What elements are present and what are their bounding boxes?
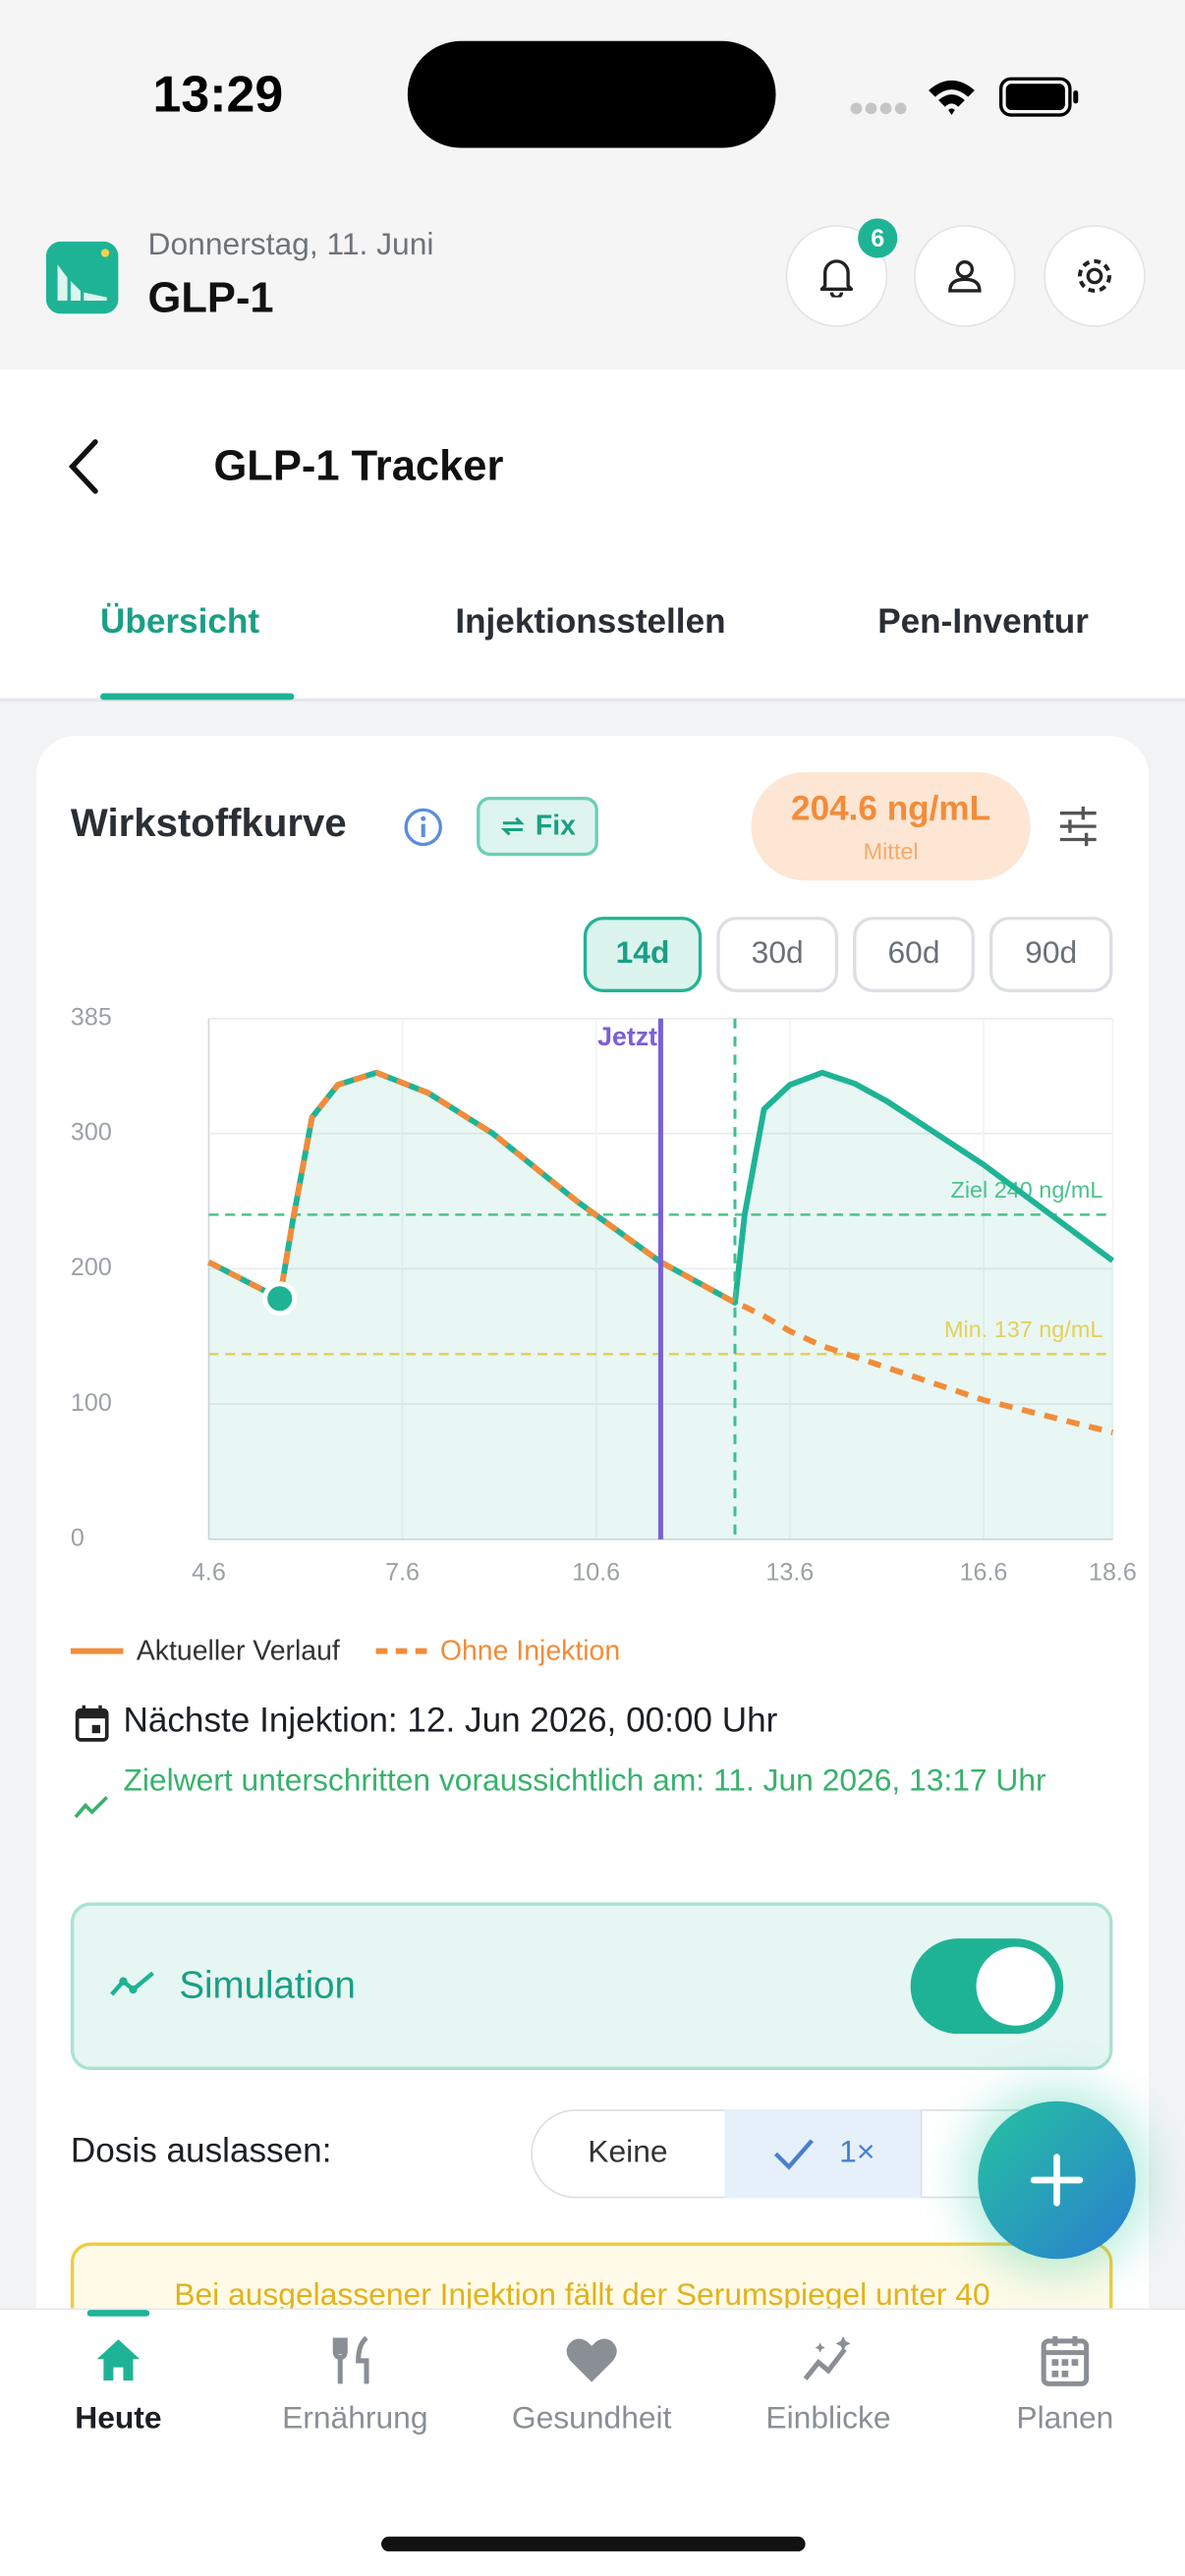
person-icon [948,260,982,293]
nav-icon [566,2338,617,2382]
nav-label: Planen [1016,2401,1114,2436]
notifications-button[interactable] [785,225,888,327]
header-title: GLP-1 [147,272,274,322]
simulation-icon [110,1971,154,1996]
repeat-icon [500,816,525,836]
line-series [207,1069,1114,1435]
range-button[interactable]: 14d [583,917,703,993]
fix-label: Fix [535,810,576,842]
status-time: 13:29 [152,65,284,124]
dose-point [262,1281,298,1316]
bell-icon [819,259,854,298]
toggle-knob [976,1946,1055,2026]
marker-label: Jetzt [597,1022,657,1051]
nav-item[interactable]: Heute [0,2333,237,2438]
card-title: Wirkstoffkurve [70,802,347,847]
nav-label: Heute [75,2401,162,2436]
nav-icon [332,2335,369,2384]
back-button[interactable] [59,437,105,496]
plus-icon [1030,2154,1084,2207]
home-indicator [381,2536,806,2551]
add-button[interactable] [978,2100,1136,2260]
nav-label: Ernährung [282,2401,428,2436]
y-tick-label: 200 [71,1254,112,1281]
x-tick-label: 13.6 [765,1559,814,1587]
info-icon[interactable] [403,807,444,848]
alert-text: Bei ausgelassener Injektion fällt der Se… [174,2278,990,2314]
nav-icon [96,2339,141,2381]
target-warning: Zielwert unterschritten voraussichtlich … [123,1764,1046,1800]
dose-skip-label: Dosis auslassen: [70,2132,332,2170]
nav-active-indicator [86,2310,150,2317]
x-tick-label: 18.6 [1089,1559,1137,1587]
nav-label: Gesundheit [511,2401,672,2436]
simulation-label: Simulation [179,1963,356,2006]
dose-option-label: Keine [588,2135,668,2170]
range-button[interactable]: 90d [988,917,1113,993]
nav-item[interactable]: Ernährung [237,2333,474,2438]
stat-label: Mittel [863,837,919,865]
tabs-divider [0,698,1185,702]
status-icons [850,77,1079,117]
dose-option[interactable]: Keine [531,2109,724,2198]
tab-indicator [100,693,295,700]
notification-badge: 6 [858,218,898,258]
nav-item[interactable]: Planen [946,2333,1183,2438]
y-tick-label: 100 [71,1389,112,1417]
y-tick-label: 0 [71,1524,85,1551]
range-button[interactable]: 30d [716,917,839,993]
trend-icon [74,1796,109,1819]
y-tick-label: 385 [71,1003,112,1031]
calendar-icon [75,1705,109,1742]
legend-label: Ohne Injektion [440,1636,620,1667]
gear-icon [1077,258,1112,293]
profile-button[interactable] [914,225,1016,327]
nav-item[interactable]: Einblicke [710,2333,947,2438]
nav-icon [803,2335,851,2380]
nav-label: Einblicke [765,2401,891,2436]
dynamic-island [407,40,776,148]
header-date: Donnerstag, 11. Juni [147,228,434,263]
legend-label: Aktueller Verlauf [137,1636,340,1667]
stat-value: 204.6 ng/mL [791,790,991,828]
segment-divider [920,2110,923,2197]
nav-bg [0,369,1185,700]
settings-button[interactable] [1044,225,1146,327]
x-tick-label: 7.6 [385,1559,420,1587]
card [35,736,1150,2544]
next-injection: Nächste Injektion: 12. Jun 2026, 00:00 U… [123,1702,778,1740]
nav-title: GLP-1 Tracker [213,440,504,490]
y-tick-label: 300 [71,1118,112,1146]
nav-item[interactable]: Gesundheit [474,2333,710,2438]
nav-icon [1041,2335,1090,2386]
check-icon [773,2139,814,2170]
x-tick-label: 16.6 [960,1559,1008,1587]
app-icon [45,241,119,314]
fix-badge[interactable]: Fix [477,797,598,857]
tab[interactable]: Pen-Inventur [877,602,1089,642]
dose-option-label: 1× [839,2135,875,2170]
reference-label: Min. 137 ng/mL [944,1316,1102,1342]
stat-pill [751,771,1031,881]
range-button[interactable]: 60d [853,917,975,993]
x-tick-label: 4.6 [192,1559,226,1587]
x-tick-label: 10.6 [572,1559,620,1587]
tab[interactable]: Injektionsstellen [455,602,726,642]
dose-option[interactable]: 1× [724,2109,921,2199]
simulation-toggle[interactable] [910,1938,1064,2035]
filter-icon[interactable] [1057,805,1100,847]
tab[interactable]: Übersicht [100,602,260,642]
